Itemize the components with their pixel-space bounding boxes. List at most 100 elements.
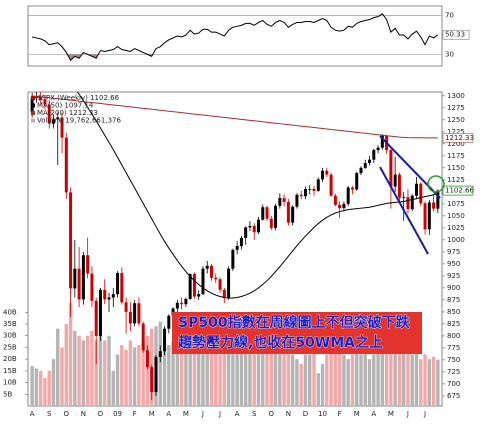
volume-bar bbox=[273, 345, 278, 406]
candle-body bbox=[34, 96, 38, 98]
candle-body bbox=[372, 150, 376, 160]
candle-body bbox=[321, 170, 325, 180]
volume-bar bbox=[162, 340, 167, 406]
volume-bar bbox=[248, 349, 252, 406]
highlight-circle bbox=[427, 175, 445, 193]
candle-body bbox=[278, 198, 282, 206]
x-tick-label: S bbox=[252, 410, 257, 418]
x-tick-label: J bbox=[423, 410, 426, 418]
volume-bar bbox=[350, 354, 355, 406]
main-frame bbox=[27, 91, 443, 407]
volume-bar bbox=[47, 370, 51, 406]
value-label: 50.33 bbox=[445, 31, 465, 39]
volume-bar bbox=[355, 349, 359, 406]
volume-bar bbox=[239, 335, 244, 406]
volume-bar bbox=[196, 349, 201, 406]
volume-bar bbox=[111, 370, 115, 406]
x-tick-label: M bbox=[183, 410, 189, 418]
value-label-box bbox=[442, 133, 474, 143]
candle-body bbox=[124, 302, 128, 312]
volume-bar bbox=[209, 335, 214, 406]
candle-body bbox=[133, 303, 137, 324]
volume-bar bbox=[231, 340, 235, 406]
legend-label: MA(200) 1212.33 bbox=[37, 109, 98, 117]
candle-body bbox=[389, 150, 393, 187]
volume-bar bbox=[243, 345, 248, 406]
volume-bar bbox=[372, 354, 376, 406]
x-tick-label: M bbox=[149, 410, 155, 418]
volume-bar bbox=[167, 345, 171, 406]
x-tick-label: 09 bbox=[113, 410, 122, 418]
legend-label: $SPX (Weekly) 1102.66 bbox=[37, 94, 120, 102]
volume-bar bbox=[141, 340, 145, 406]
volume-bar bbox=[256, 345, 261, 406]
volume-bar bbox=[179, 335, 184, 406]
candle-body bbox=[299, 194, 303, 197]
y-tick-label: 1200 bbox=[447, 140, 465, 148]
candle-body bbox=[39, 96, 43, 100]
y2-tick-label: 35B bbox=[3, 320, 17, 328]
x-tick-label: M bbox=[354, 410, 360, 418]
candle-body bbox=[355, 173, 359, 190]
volume-bar bbox=[410, 354, 414, 406]
volume-bar bbox=[308, 354, 312, 406]
candle-body bbox=[94, 300, 98, 336]
y-tick-label: 975 bbox=[447, 248, 460, 256]
y-tick-label: 1000 bbox=[447, 236, 465, 244]
y2-tick-label: 15B bbox=[3, 367, 17, 375]
volume-bar bbox=[380, 345, 385, 406]
volume-bar bbox=[389, 326, 393, 406]
y-tick-label: 70 bbox=[445, 12, 454, 20]
y-tick-label: 1275 bbox=[447, 104, 465, 112]
volume-bar bbox=[68, 302, 73, 406]
y-tick-label: 825 bbox=[447, 320, 460, 328]
legend-label: Volume 19,762,661,376 bbox=[37, 117, 121, 125]
x-tick-label: A bbox=[166, 410, 171, 418]
volume-bar bbox=[316, 373, 320, 406]
plot-layer: 30 70 50.33 675 700 725 750 775 800 825 850 875 900 9… bbox=[3, 12, 474, 418]
x-tick-label: O bbox=[64, 410, 70, 418]
candle-body bbox=[141, 323, 145, 351]
annotation-box bbox=[172, 312, 422, 354]
legend-label: MA(50) 1097.14 bbox=[37, 102, 94, 110]
candle-body bbox=[116, 273, 120, 295]
volume-bar bbox=[312, 349, 316, 406]
candle-body bbox=[432, 202, 436, 209]
y-tick-label: 850 bbox=[447, 308, 460, 316]
candle-body bbox=[274, 205, 278, 228]
candle-body bbox=[64, 137, 68, 193]
rsi-line bbox=[32, 13, 439, 61]
y-tick-label: 30 bbox=[445, 50, 454, 58]
candle-body bbox=[231, 249, 235, 269]
volume-bar bbox=[414, 349, 419, 406]
volume-bar bbox=[222, 349, 227, 406]
volume-bar bbox=[94, 340, 98, 406]
candle-body bbox=[98, 289, 102, 336]
x-tick-label: F bbox=[133, 410, 137, 418]
trend-line-upper bbox=[379, 135, 441, 199]
volume-bar bbox=[419, 359, 423, 406]
volume-bar bbox=[397, 340, 402, 406]
y2-tick-label: 30B bbox=[3, 332, 17, 340]
candle-body bbox=[329, 174, 333, 196]
volume-bar bbox=[120, 345, 124, 406]
legend-swatch bbox=[31, 96, 35, 100]
volume-bar bbox=[265, 347, 269, 406]
volume-bar bbox=[115, 354, 120, 406]
y-tick-label: 775 bbox=[447, 344, 460, 352]
candle-body bbox=[380, 135, 384, 148]
y-tick-label: 1225 bbox=[447, 128, 465, 136]
candle-body bbox=[252, 225, 256, 233]
volume-bar bbox=[290, 354, 295, 406]
candle-body bbox=[316, 179, 320, 191]
volume-bar bbox=[175, 342, 180, 406]
candle-body bbox=[427, 202, 431, 230]
candle-body bbox=[325, 170, 329, 175]
ma-line bbox=[76, 92, 439, 299]
candle-body bbox=[175, 302, 179, 309]
volume-bar bbox=[205, 340, 209, 406]
volume-bar bbox=[192, 340, 197, 406]
volume-bar bbox=[64, 323, 69, 406]
volume-bar bbox=[278, 349, 282, 406]
